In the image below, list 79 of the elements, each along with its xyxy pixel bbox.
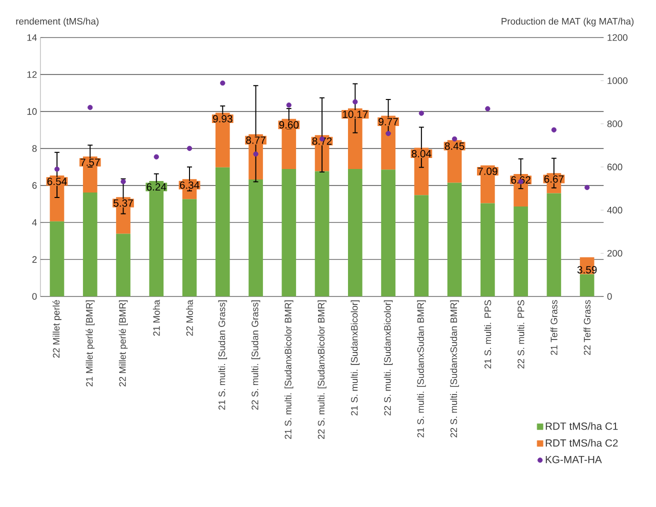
x-tick-label: 21 S. multi. [SudanxBicolor BMR]: [284, 300, 294, 439]
y-tick-label: 14: [27, 34, 37, 41]
y-tick-label: 4: [32, 219, 37, 226]
total-label: 6.67: [544, 175, 564, 183]
y2-tick-label: 200: [607, 250, 622, 257]
bar: [580, 274, 594, 296]
point: [551, 127, 557, 133]
bar: [480, 203, 495, 296]
bar: [414, 195, 429, 296]
total-label: 6.54: [47, 178, 67, 186]
total-label: 9.93: [213, 115, 232, 122]
total-label: 8.45: [444, 142, 464, 150]
bar: [116, 234, 130, 296]
x-tick-label: 22 S. multi. PPS: [517, 300, 524, 369]
y-tick-label: 2: [32, 256, 37, 263]
legend-label: RDT tMS/ha C1: [546, 422, 618, 430]
bar: [447, 182, 462, 296]
bar: [514, 206, 528, 296]
total-label: 8.77: [246, 136, 266, 144]
bar: [182, 199, 197, 296]
bar: [82, 192, 98, 296]
x-tick-label: 21 Moha: [152, 300, 160, 336]
legend-label: RDT tMS/ha C2: [546, 439, 618, 447]
point: [54, 166, 60, 172]
total-label: 7.09: [478, 168, 498, 175]
x-tick-label: 22 S. multi. [SudanxBicolor BMR]: [318, 300, 326, 439]
y2-tick-label: 800: [607, 120, 622, 128]
bar: [282, 169, 296, 296]
y-tick-label: 8: [32, 145, 37, 152]
point: [253, 152, 258, 157]
y2-tick-label: 400: [607, 206, 622, 214]
x-tick-label: 22 Millet perlé: [52, 300, 62, 358]
x-tick-label: 21 S. multi. [SudanxSudan BMR]: [417, 300, 426, 438]
x-tick-label: 22 Millet perlé [BMR]: [118, 300, 128, 386]
total-label: 9.77: [378, 118, 398, 126]
point: [220, 80, 226, 86]
x-tick-label: 22 Teff Grass: [584, 300, 591, 355]
total-label: 6.34: [180, 182, 200, 189]
x-tick-label: 21 S. multi. [Sudan Grass]: [218, 300, 228, 410]
point: [154, 154, 159, 160]
bar: [381, 170, 396, 296]
total-label: 9.60: [279, 121, 299, 129]
y2-axis-title: Production de MAT (kg MAT/ha): [502, 18, 634, 27]
y2-tick-label: 0: [607, 293, 612, 300]
x-tick-label: 21 S. multi. [SudanxBicolor]: [350, 300, 360, 416]
total-label: 10.17: [342, 110, 368, 118]
point: [352, 99, 358, 104]
bar: [248, 180, 263, 296]
x-tick-label: 21 Millet perlé [BMR]: [86, 300, 95, 386]
bar: [215, 167, 230, 296]
x-tick-label: 21 S. multi. PPS: [484, 300, 492, 369]
x-tick-label: 22 Moha: [186, 300, 193, 336]
point: [88, 104, 93, 110]
x-tick-label: 21 Teff Grass: [550, 300, 558, 355]
point: [418, 110, 424, 116]
total-label: 6.24: [146, 183, 166, 191]
total-label: 7.57: [80, 158, 100, 166]
point: [485, 106, 490, 112]
total-label: 5.37: [114, 199, 133, 207]
y-tick-label: 10: [27, 108, 37, 115]
y-tick-label: 12: [27, 71, 37, 78]
y-axis-title: rendement (tMS/ha): [16, 18, 98, 27]
bar: [348, 169, 362, 296]
point: [584, 184, 590, 190]
total-label: 8.04: [412, 150, 432, 158]
x-tick-label: 22 S. multi. [SudanxBicolor]: [384, 300, 393, 416]
y2-tick-label: 1200: [608, 34, 628, 41]
x-tick-label: 22 S. multi. [SudanxSudan BMR]: [450, 300, 459, 438]
bar: [314, 171, 330, 296]
point: [186, 146, 192, 152]
legend-label: KG-MAT-HA: [546, 456, 602, 464]
bar: [50, 221, 64, 296]
y2-tick-label: 1000: [608, 77, 628, 84]
x-tick-label: 22 S. multi. [Sudan Grass]: [251, 300, 260, 410]
y-tick-label: 6: [32, 182, 37, 189]
point: [452, 136, 458, 142]
bar: [546, 193, 562, 296]
y2-tick-label: 600: [607, 164, 622, 170]
y-tick-label: 0: [32, 293, 37, 300]
